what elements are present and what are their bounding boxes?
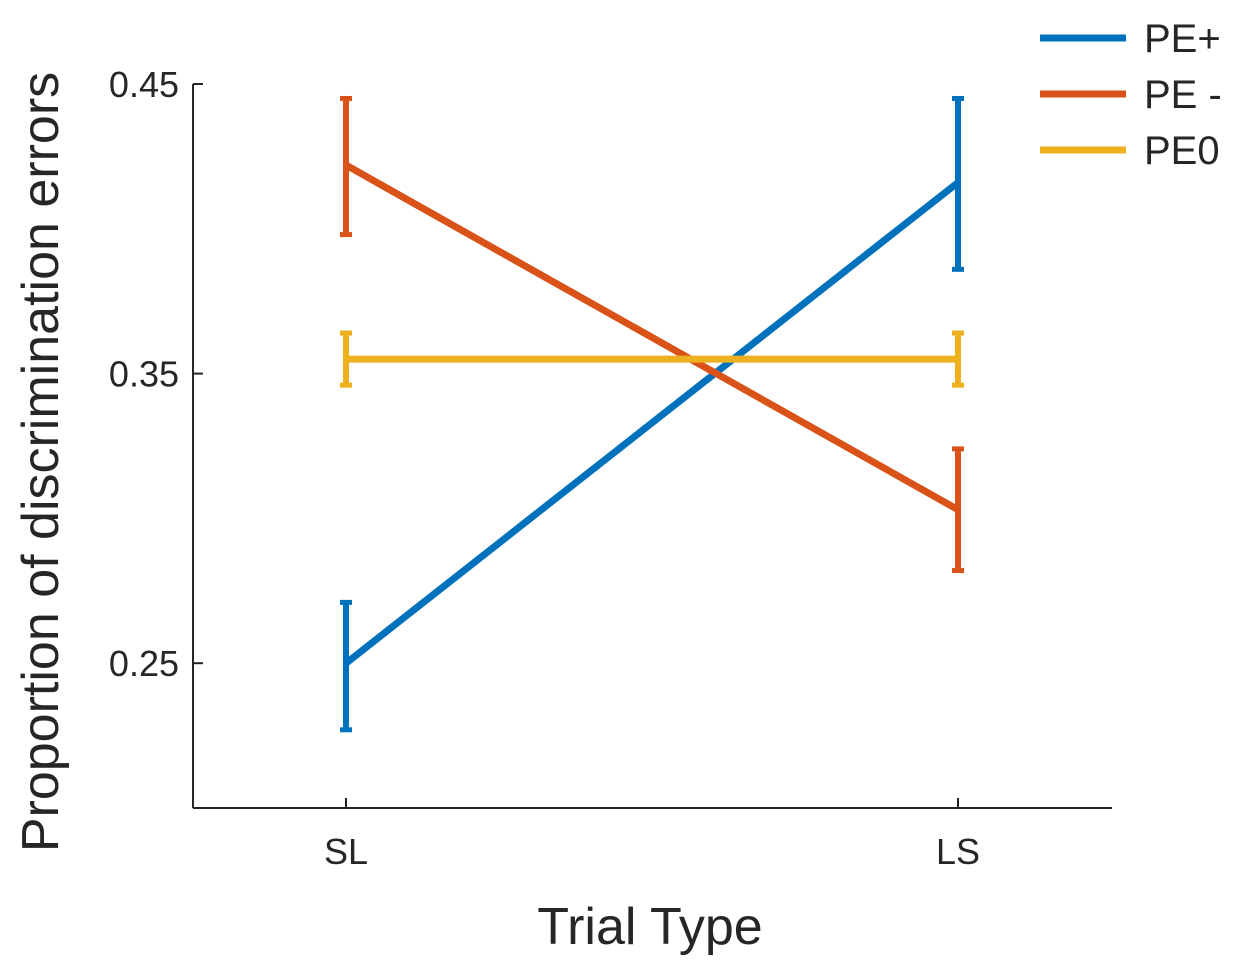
series-line xyxy=(344,162,960,513)
y-tick-label: 0.25 xyxy=(109,643,179,684)
y-tick-label: 0.45 xyxy=(109,64,179,105)
legend: PE+ PE - PE0 xyxy=(1040,17,1222,173)
axes xyxy=(192,84,1112,809)
series-3 xyxy=(340,330,964,388)
x-tick-label: SL xyxy=(324,831,368,872)
series-2 xyxy=(340,95,964,574)
y-tick-label: 0.35 xyxy=(109,354,179,395)
y-axis-title: Proportion of discrimination errors xyxy=(12,72,70,852)
series-layer xyxy=(340,95,964,733)
legend-label: PE+ xyxy=(1144,17,1221,61)
y-ticks: 0.25 0.35 0.45 xyxy=(109,64,203,684)
series-1 xyxy=(340,95,964,733)
x-tick-label: LS xyxy=(936,831,980,872)
x-ticks: SL LS xyxy=(324,798,980,872)
x-axis-title: Trial Type xyxy=(537,898,762,956)
legend-label: PE0 xyxy=(1144,129,1220,173)
series-line xyxy=(343,179,961,666)
legend-label: PE - xyxy=(1144,73,1222,117)
